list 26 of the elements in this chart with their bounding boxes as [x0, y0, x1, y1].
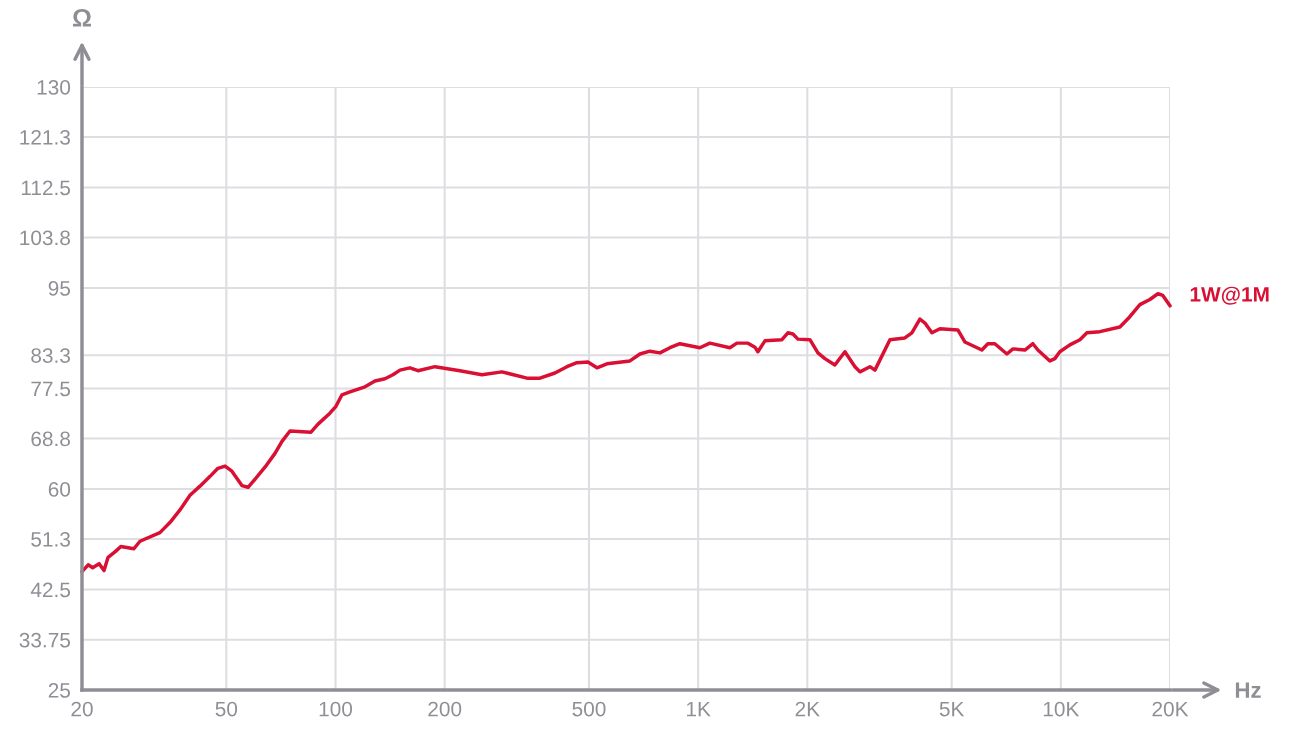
x-tick-label: 5K — [939, 701, 965, 717]
x-tick-label: 200 — [428, 701, 462, 717]
y-tick-label: 103.8 — [20, 230, 70, 246]
y-tick-label: 121.3 — [20, 129, 70, 145]
x-tick-label: 20 — [71, 701, 93, 717]
x-tick-label: 100 — [319, 701, 353, 717]
x-tick-label: 50 — [215, 701, 238, 717]
y-tick-label: 33.75 — [19, 632, 71, 648]
x-tick-label: 1K — [687, 701, 711, 717]
y-tick-label: 68.8 — [31, 431, 70, 447]
x-tick-label: 500 — [572, 701, 606, 717]
y-tick-label: 95 — [48, 281, 71, 296]
y-axis-title: Ω — [72, 9, 92, 27]
x-tick-label: 2K — [795, 701, 820, 717]
y-tick-label: 112.5 — [21, 180, 71, 196]
y-tick-label: 60 — [48, 482, 71, 497]
y-tick-label: 130 — [37, 80, 71, 95]
series-label: 1W@1M — [1190, 286, 1269, 305]
x-axis-title: Hz — [1235, 682, 1261, 698]
y-tick-label: 51.3 — [31, 531, 70, 547]
y-tick-label: 25 — [48, 683, 71, 698]
x-tick-label: 20K — [1152, 701, 1189, 717]
y-tick-label: 77.5 — [31, 381, 71, 397]
x-tick-label: 10K — [1043, 701, 1080, 717]
y-tick-label: 42.5 — [30, 582, 71, 598]
y-tick-label: 83.3 — [31, 348, 70, 363]
